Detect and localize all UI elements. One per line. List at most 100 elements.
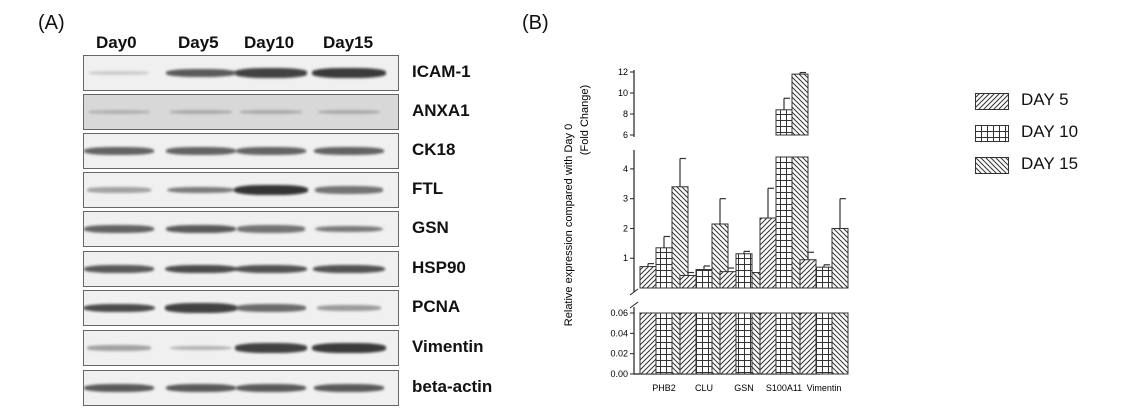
blot-row bbox=[83, 133, 399, 169]
legend-swatch bbox=[975, 93, 1009, 110]
protein-band bbox=[169, 345, 233, 351]
y-tick-label: 10 bbox=[618, 88, 628, 98]
protein-band bbox=[165, 264, 237, 274]
protein-band bbox=[165, 224, 237, 234]
blot-row bbox=[83, 172, 399, 208]
blot-row bbox=[83, 290, 399, 326]
y-tick-label: 1 bbox=[623, 253, 628, 263]
lane-header-day15: Day15 bbox=[323, 33, 374, 52]
protein-band bbox=[88, 110, 150, 114]
protein-band bbox=[84, 264, 155, 274]
protein-band bbox=[314, 186, 384, 194]
bar-lower bbox=[695, 312, 713, 375]
y-tick-label: 0.06 bbox=[610, 308, 628, 318]
lane-header-day5: Day5 bbox=[178, 33, 219, 52]
protein-band bbox=[88, 71, 150, 75]
bar bbox=[679, 274, 697, 289]
legend-swatch bbox=[975, 125, 1009, 142]
blot-row bbox=[83, 94, 399, 130]
protein-band bbox=[239, 109, 303, 115]
blot-row bbox=[83, 370, 399, 406]
protein-band bbox=[169, 109, 233, 115]
x-tick-label: GSN bbox=[734, 383, 754, 393]
protein-band bbox=[84, 225, 154, 233]
blot-row bbox=[83, 211, 399, 247]
protein-band bbox=[312, 343, 386, 353]
protein-band bbox=[314, 147, 384, 155]
axis-break-mark bbox=[629, 288, 639, 296]
bar bbox=[719, 271, 737, 289]
y-tick-label: 0.02 bbox=[610, 349, 628, 359]
protein-band bbox=[317, 109, 381, 115]
y-axis-title-units: (Fold Change) bbox=[579, 85, 591, 155]
bar-upper bbox=[791, 73, 809, 136]
axis-break-mark bbox=[629, 301, 639, 309]
legend-label: DAY 15 bbox=[1021, 154, 1079, 173]
bar-lower bbox=[679, 312, 697, 375]
y-axis-title: Relative expression compared with Day 0 bbox=[563, 124, 575, 326]
bar-lower bbox=[639, 312, 657, 375]
protein-band bbox=[236, 304, 306, 312]
protein-band bbox=[164, 303, 238, 313]
protein-label: Vimentin bbox=[412, 337, 484, 356]
panel-b-label: (B) bbox=[522, 12, 549, 34]
protein-label: ICAM-1 bbox=[412, 62, 471, 81]
x-tick-label: S100A11 bbox=[766, 383, 802, 393]
x-tick-label: CLU bbox=[695, 383, 713, 393]
bar bbox=[775, 156, 793, 289]
bar bbox=[815, 266, 833, 289]
protein-band bbox=[234, 185, 308, 195]
protein-band bbox=[236, 147, 306, 155]
bar bbox=[655, 247, 673, 289]
protein-label: GSN bbox=[412, 218, 449, 237]
bar bbox=[831, 227, 849, 289]
legend-label: DAY 5 bbox=[1021, 90, 1069, 109]
protein-band bbox=[84, 147, 154, 155]
protein-band bbox=[167, 186, 235, 194]
bar bbox=[671, 186, 689, 289]
panel-a-label: (A) bbox=[38, 12, 65, 34]
protein-band bbox=[235, 264, 307, 274]
protein-band bbox=[166, 147, 236, 155]
y-tick-label: 0.00 bbox=[610, 369, 628, 379]
y-tick-label: 2 bbox=[623, 223, 628, 233]
protein-label: HSP90 bbox=[412, 258, 466, 277]
bar-lower bbox=[815, 312, 833, 375]
protein-band bbox=[236, 225, 306, 233]
bar-lower bbox=[799, 312, 817, 375]
protein-band bbox=[84, 383, 155, 393]
protein-band bbox=[165, 383, 237, 393]
protein-label: ANXA1 bbox=[412, 101, 470, 120]
bar-lower bbox=[735, 312, 753, 375]
protein-label: FTL bbox=[412, 179, 444, 198]
bar bbox=[759, 217, 777, 289]
bar-upper bbox=[775, 109, 793, 136]
y-tick-label: 12 bbox=[618, 67, 628, 77]
protein-label: beta-actin bbox=[412, 377, 493, 396]
bar bbox=[735, 253, 753, 289]
bar-lower bbox=[719, 312, 737, 375]
protein-band bbox=[316, 305, 382, 311]
legend-swatch bbox=[975, 157, 1009, 174]
protein-band bbox=[235, 383, 307, 393]
protein-label: CK18 bbox=[412, 140, 456, 159]
protein-band bbox=[313, 264, 385, 274]
y-tick-label: 4 bbox=[623, 164, 628, 174]
protein-band bbox=[234, 68, 308, 78]
protein-band bbox=[312, 68, 386, 78]
protein-label: PCNA bbox=[412, 297, 461, 316]
bar-lower bbox=[759, 312, 777, 375]
bar bbox=[799, 259, 817, 289]
protein-band bbox=[86, 345, 152, 351]
protein-band bbox=[86, 187, 152, 193]
lane-header-day10: Day10 bbox=[244, 33, 295, 52]
protein-band bbox=[313, 383, 385, 393]
y-tick-label: 0.04 bbox=[610, 328, 628, 338]
y-tick-label: 8 bbox=[623, 109, 628, 119]
blot-row bbox=[83, 330, 399, 366]
bar-lower bbox=[655, 312, 673, 375]
blot-row bbox=[83, 251, 399, 287]
protein-band bbox=[315, 225, 383, 233]
x-tick-label: PHB2 bbox=[652, 383, 676, 393]
